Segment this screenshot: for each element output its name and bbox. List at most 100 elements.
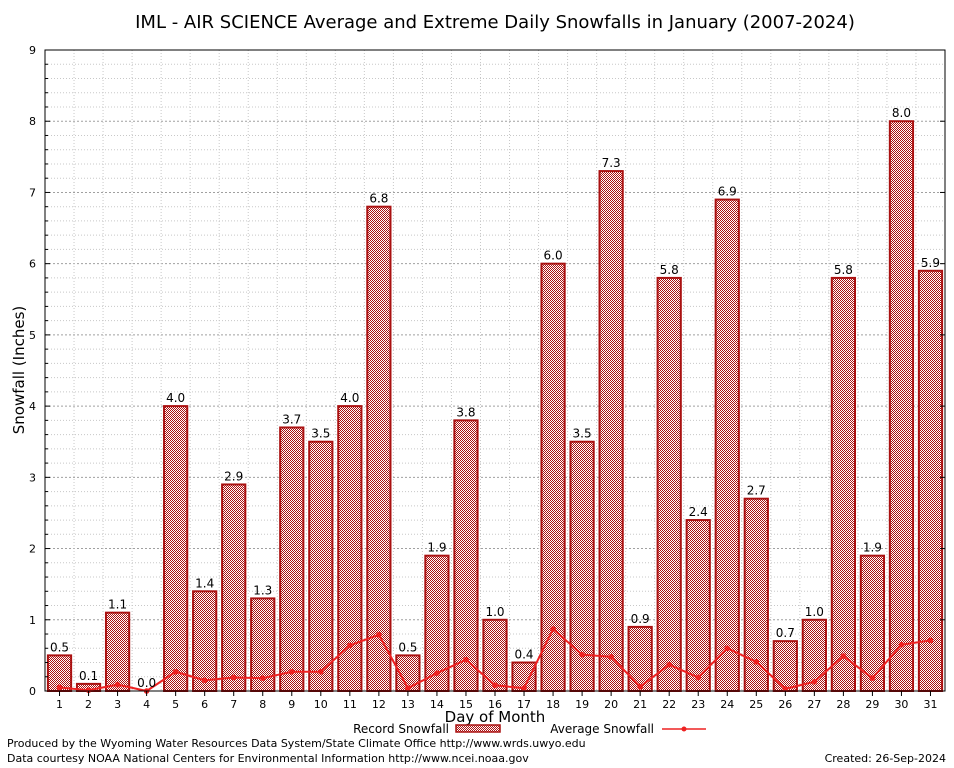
x-tick-label: 4 xyxy=(143,698,150,711)
x-tick-label: 22 xyxy=(662,698,676,711)
y-tick-label: 9 xyxy=(29,44,36,57)
x-tick-label: 11 xyxy=(343,698,357,711)
average-point xyxy=(521,685,527,691)
average-point xyxy=(840,653,847,659)
bar-value-label: 0.5 xyxy=(50,640,69,654)
x-tick-label: 8 xyxy=(259,698,266,711)
x-tick-label: 26 xyxy=(778,698,792,711)
y-tick-label: 5 xyxy=(29,329,36,342)
bar-value-label: 1.3 xyxy=(253,583,272,597)
y-tick-label: 0 xyxy=(29,685,36,698)
x-tick-label: 6 xyxy=(201,698,208,711)
y-tick-label: 2 xyxy=(29,543,36,556)
legend-average-label: Average Snowfall xyxy=(550,722,654,736)
average-point xyxy=(56,684,63,691)
chart-title: IML - AIR SCIENCE Average and Extreme Da… xyxy=(135,12,855,33)
record-bar xyxy=(308,440,334,692)
average-point xyxy=(347,642,353,649)
created-date: Created: 26-Sep-2024 xyxy=(824,752,946,765)
average-point xyxy=(898,641,905,648)
record-bar xyxy=(859,554,886,693)
record-bar xyxy=(685,519,711,692)
record-bar xyxy=(163,405,189,692)
bar-value-label: 1.9 xyxy=(427,541,446,555)
x-tick-label: 24 xyxy=(720,698,734,711)
bar-value-label: 3.5 xyxy=(573,427,592,441)
average-point xyxy=(550,626,556,632)
x-tick-label: 13 xyxy=(401,698,415,711)
x-tick-label: 14 xyxy=(430,698,444,711)
y-tick-label: 7 xyxy=(29,186,36,199)
bar-value-label: 5.8 xyxy=(834,263,853,277)
bar-value-label: 8.0 xyxy=(892,106,911,120)
x-tick-label: 29 xyxy=(865,698,879,711)
bar-value-label: 1.0 xyxy=(805,605,824,619)
average-point xyxy=(869,675,876,681)
x-tick-label: 16 xyxy=(488,698,502,711)
average-point xyxy=(666,661,672,668)
legend-average-marker xyxy=(681,726,687,732)
x-tick-label: 30 xyxy=(894,698,908,711)
legend-record-swatch xyxy=(455,724,501,733)
y-tick-label: 4 xyxy=(29,400,36,413)
x-tick-label: 1 xyxy=(56,698,63,711)
average-point xyxy=(724,645,731,652)
plot-frame xyxy=(44,49,946,692)
bar-value-label: 0.7 xyxy=(776,626,795,640)
bar-value-label: 7.3 xyxy=(602,156,621,170)
credit-line-data-source: Data courtesy NOAA National Centers for … xyxy=(7,752,529,765)
bar-value-label: 3.5 xyxy=(311,427,330,441)
x-tick-label: 3 xyxy=(114,698,121,711)
legend-record-label: Record Snowfall xyxy=(353,722,449,736)
bar-value-label: 6.8 xyxy=(369,192,388,206)
average-point xyxy=(259,675,266,681)
bar-value-label: 3.7 xyxy=(282,412,301,426)
bar-value-label: 1.1 xyxy=(108,598,127,612)
bar-value-label: 6.9 xyxy=(718,185,737,199)
record-bar xyxy=(598,170,624,693)
credit-line-producer: Produced by the Wyoming Water Resources … xyxy=(7,737,586,750)
x-tick-label: 5 xyxy=(172,698,179,711)
record-bar xyxy=(366,205,392,692)
average-point xyxy=(230,674,237,681)
x-tick-label: 10 xyxy=(314,698,328,711)
y-axis-label: Snowfall (Inches) xyxy=(10,306,28,434)
average-point xyxy=(114,681,121,688)
bar-value-label: 0.4 xyxy=(514,648,533,662)
record-bar xyxy=(482,618,508,692)
record-bar xyxy=(221,483,247,693)
x-tick-label: 9 xyxy=(288,698,295,711)
average-point xyxy=(434,670,440,676)
x-tick-label: 21 xyxy=(633,698,647,711)
x-tick-label: 20 xyxy=(604,698,618,711)
bar-value-label: 0.5 xyxy=(398,640,417,654)
bar-value-label: 1.0 xyxy=(485,605,504,619)
bar-value-label: 4.0 xyxy=(166,391,185,405)
bar-value-label: 2.7 xyxy=(747,484,766,498)
record-bar xyxy=(714,198,740,692)
x-tick-label: 27 xyxy=(807,698,821,711)
record-bar xyxy=(337,405,363,692)
average-point xyxy=(782,686,789,692)
x-axis-label: Day of Month xyxy=(445,708,546,726)
bar-value-label: 2.9 xyxy=(224,469,243,483)
bar-value-label: 0.0 xyxy=(137,676,156,690)
record-bar xyxy=(192,590,218,692)
average-point xyxy=(695,674,702,681)
average-point xyxy=(637,683,643,690)
x-tick-label: 28 xyxy=(836,698,850,711)
record-bar xyxy=(656,276,682,692)
bar-value-label: 0.9 xyxy=(631,612,650,626)
x-tick-label: 15 xyxy=(459,698,473,711)
record-bars xyxy=(46,120,944,693)
record-bar xyxy=(104,611,131,693)
average-line xyxy=(56,626,934,694)
bar-value-label: 5.8 xyxy=(660,263,679,277)
bar-value-label: 2.4 xyxy=(689,505,708,519)
x-tick-label: 12 xyxy=(372,698,386,711)
x-tick-label: 17 xyxy=(517,698,531,711)
record-bar xyxy=(279,426,305,692)
y-tick-label: 8 xyxy=(29,115,36,128)
average-point xyxy=(172,668,179,675)
